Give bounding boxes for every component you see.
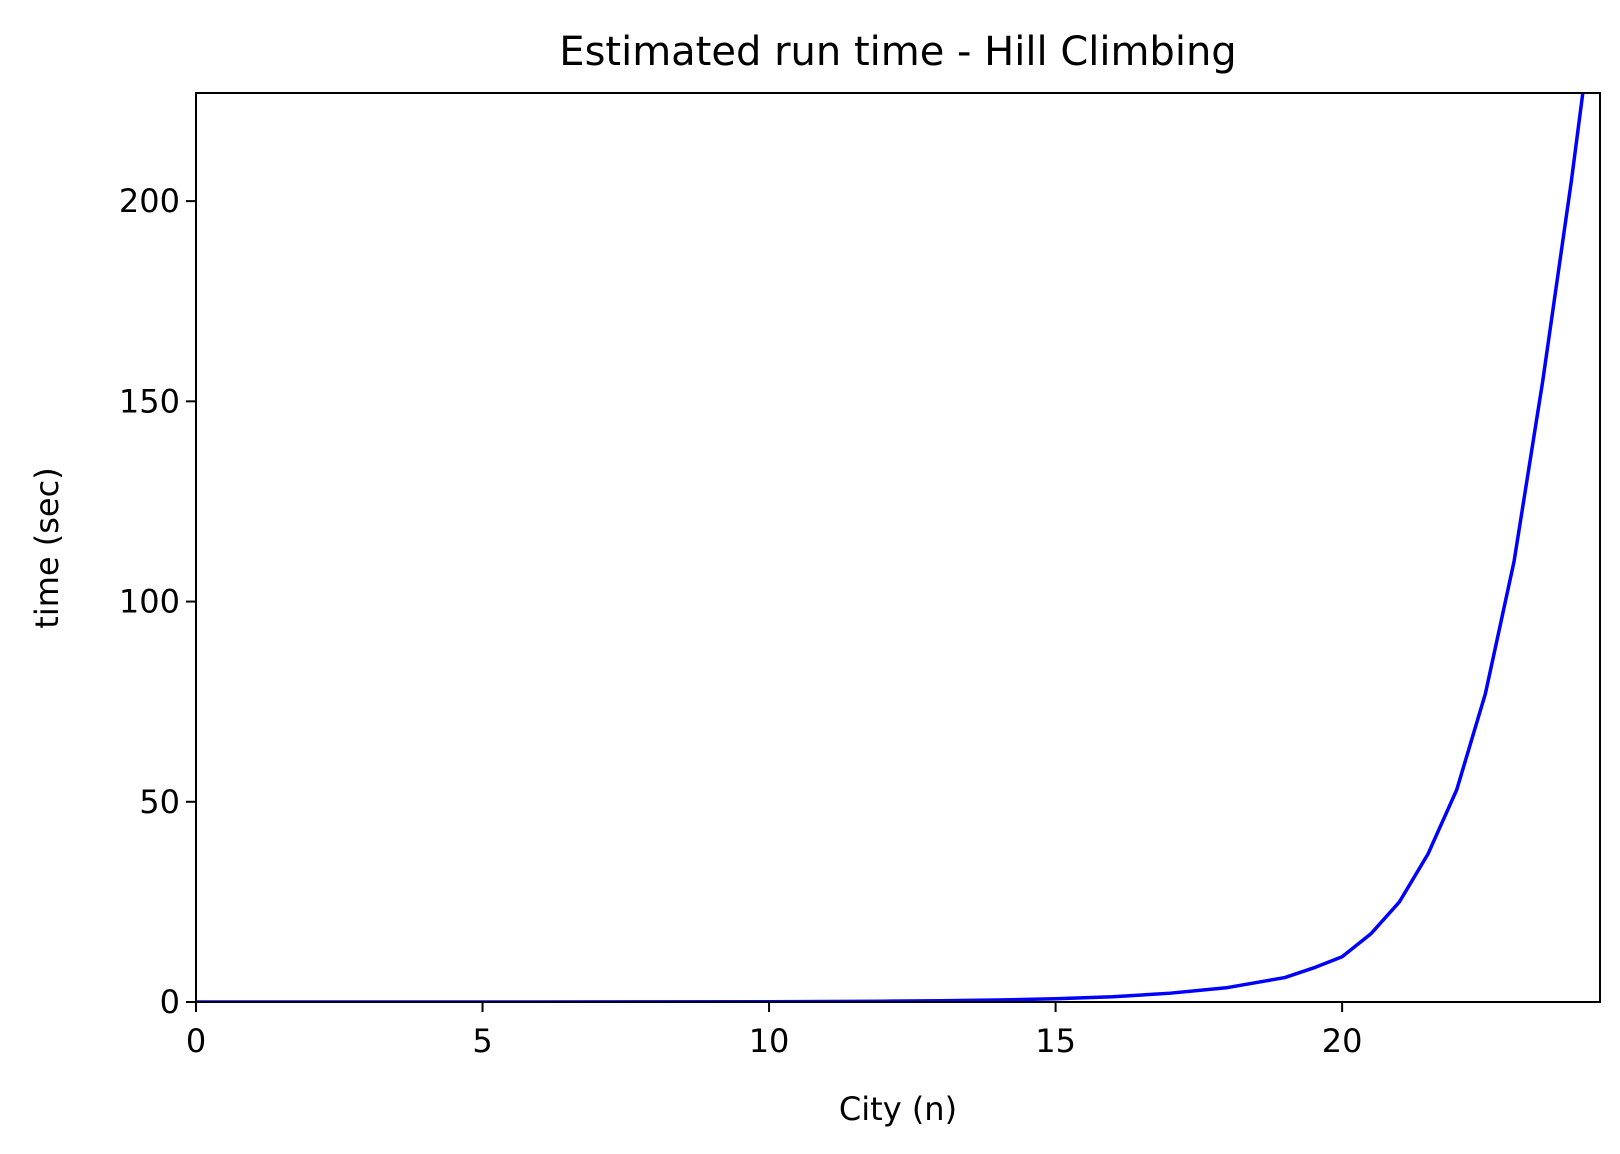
y-tick-label: 150 [119, 382, 180, 420]
x-axis: 0 5 10 15 20 [186, 1002, 1363, 1060]
y-tick-label: 50 [139, 783, 180, 821]
y-axis-label: time (sec) [28, 467, 66, 628]
plot-area [195, 92, 1601, 1003]
y-tick-label: 0 [160, 983, 180, 1021]
x-axis-label: City (n) [839, 1090, 957, 1128]
chart-title: Estimated run time - Hill Climbing [559, 29, 1236, 75]
y-tick-label: 100 [119, 583, 180, 621]
x-tick-label: 15 [1035, 1022, 1076, 1060]
x-tick-label: 0 [186, 1022, 206, 1060]
x-tick-label: 20 [1322, 1022, 1363, 1060]
y-axis: 0 50 100 150 200 [119, 182, 196, 1021]
y-tick-label: 200 [119, 182, 180, 220]
plot-frame [195, 92, 1601, 1003]
x-tick-label: 5 [472, 1022, 492, 1060]
x-tick-label: 10 [749, 1022, 790, 1060]
